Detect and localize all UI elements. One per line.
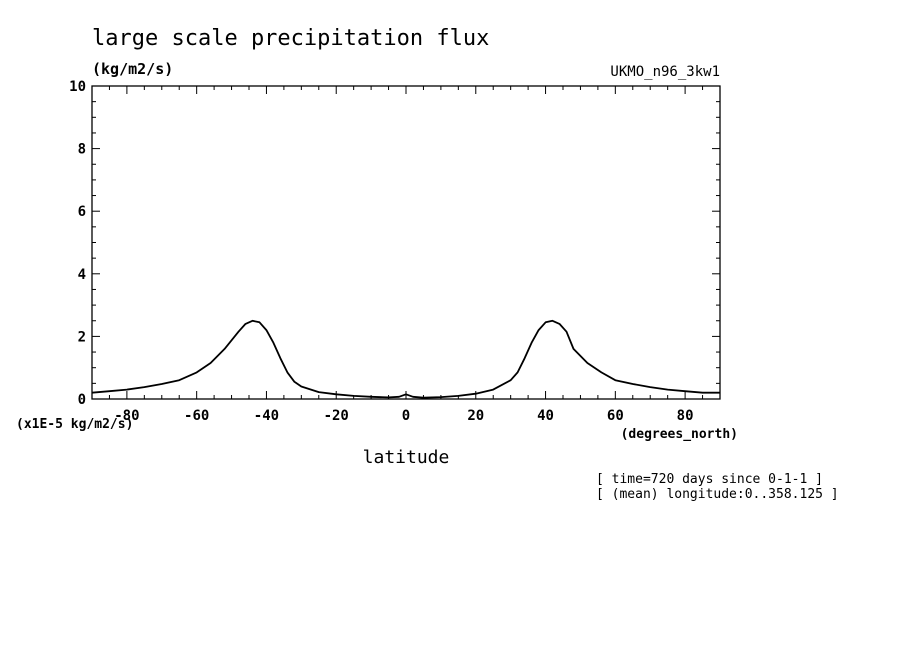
- x-tick-label: 60: [607, 408, 624, 424]
- scale-label: (x1E-5 kg/m2/s): [16, 417, 133, 432]
- x-units-label: (degrees_north): [621, 427, 738, 442]
- x-tick-labels: -80 -60 -40 -20 0 20 40 60 80: [114, 408, 693, 424]
- x-tick-label: -20: [324, 408, 349, 424]
- x-tick-label: -40: [254, 408, 279, 424]
- y-tick-labels: 0 2 4 6 8 10: [69, 79, 86, 408]
- x-tick-label: 80: [677, 408, 694, 424]
- y-tick-label: 2: [78, 329, 86, 345]
- x-tick-label: -60: [184, 408, 209, 424]
- longitude-annotation: [ (mean) longitude:0..358.125 ]: [596, 487, 839, 502]
- axis-ticks: [91, 85, 721, 400]
- y-tick-label: 8: [78, 142, 86, 158]
- y-tick-label: 6: [78, 204, 86, 220]
- dataset-label: UKMO_n96_3kw1: [610, 64, 720, 80]
- x-tick-label: 0: [402, 408, 410, 424]
- x-tick-label: -80: [114, 408, 139, 424]
- series-line: [91, 319, 720, 399]
- chart-title: large scale precipitation flux: [92, 26, 489, 51]
- time-annotation: [ time=720 days since 0-1-1 ]: [596, 472, 823, 487]
- y-tick-label: 0: [78, 392, 86, 408]
- x-tick-label: 20: [467, 408, 484, 424]
- x-tick-label: 40: [537, 408, 554, 424]
- y-tick-label: 10: [69, 79, 86, 95]
- x-axis-label: latitude: [363, 447, 450, 468]
- y-tick-label: 4: [78, 267, 86, 283]
- y-units-label: (kg/m2/s): [92, 60, 173, 78]
- plot-frame: [91, 85, 721, 400]
